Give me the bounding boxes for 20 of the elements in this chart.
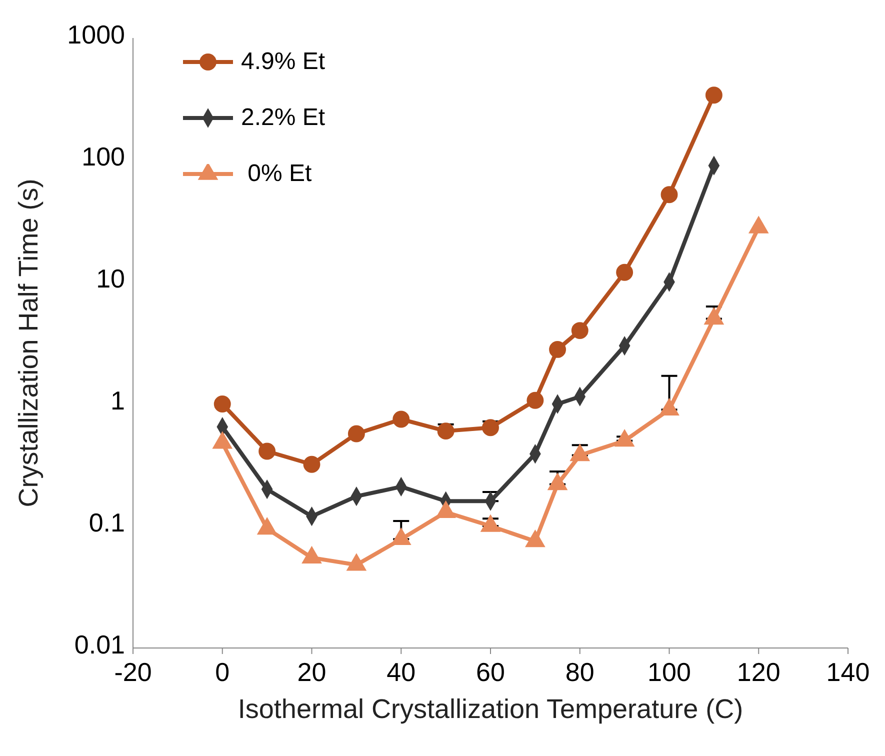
y-tick-label: 0.1 [88, 507, 125, 538]
y-tick-label: 0.01 [74, 629, 125, 660]
x-tick-label: -20 [114, 657, 152, 687]
legend-label: 0% Et [246, 160, 312, 188]
legend-label: 2.2% Et [241, 104, 326, 132]
x-tick-label: 40 [386, 657, 416, 687]
x-axis-title: Isothermal Crystallization Temperature (C) [238, 694, 744, 724]
y-tick-label: 100 [82, 141, 125, 172]
x-tick-label: 0 [215, 657, 230, 687]
x-tick-label: 20 [297, 657, 326, 687]
y-tick-label: 10 [96, 263, 125, 294]
x-tick-label: 120 [736, 657, 780, 687]
y-tick-label: 1000 [67, 19, 125, 50]
y-axis-title: Crystallization Half Time (s) [14, 178, 44, 508]
x-tick-label: 60 [476, 657, 505, 687]
x-tick-label: 140 [826, 657, 870, 687]
x-tick-label: 100 [648, 657, 691, 687]
x-tick-label: 80 [565, 657, 594, 687]
legend-label: 4.9% Et [241, 48, 326, 76]
y-tick-label: 1 [110, 385, 125, 416]
